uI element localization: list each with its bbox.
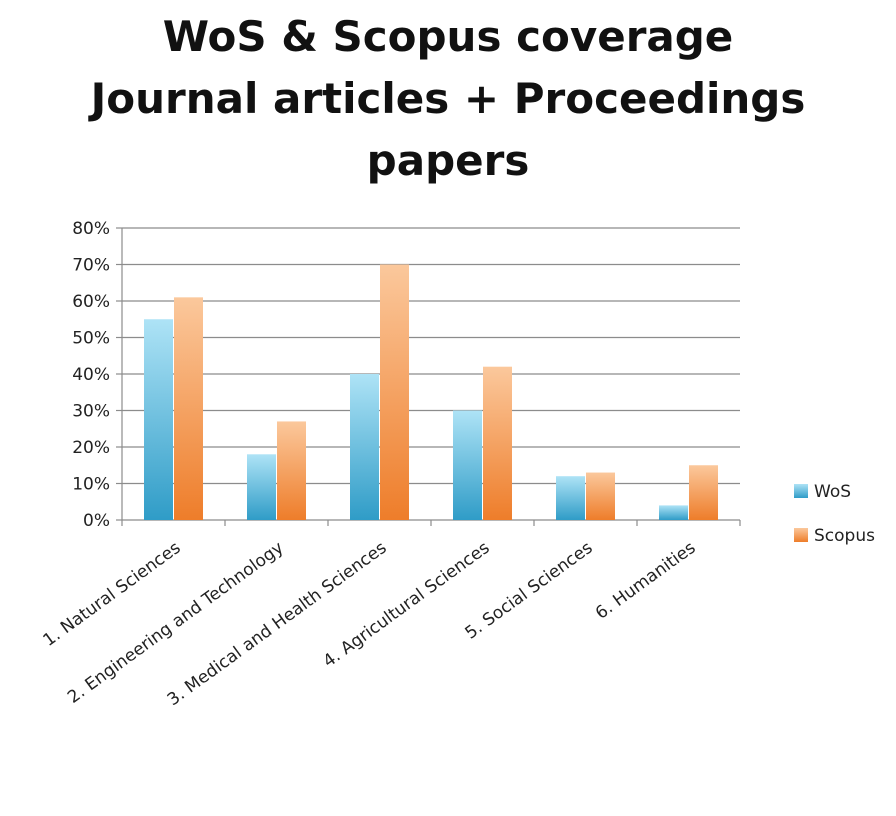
x-category-label: 2. Engineering and Technology (64, 538, 287, 708)
legend-label-scopus: Scopus (814, 526, 875, 546)
y-tick-label: 70% (72, 256, 110, 276)
y-tick-label: 30% (72, 402, 110, 422)
legend-swatch-wos (794, 484, 808, 498)
bar-scopus-5 (586, 472, 615, 520)
bar-wos-3 (350, 374, 379, 520)
y-tick-label: 80% (72, 219, 110, 239)
chart-title: WoS & Scopus coverage Journal articles +… (0, 6, 896, 192)
bar-wos-6 (659, 505, 688, 520)
axes (116, 227, 741, 526)
legend: WoS Scopus (794, 482, 875, 546)
y-tick-label: 40% (72, 365, 110, 385)
legend-label-wos: WoS (814, 482, 851, 502)
bar-scopus-3 (380, 264, 409, 520)
x-category-label: 4. Agricultural Sciences (320, 538, 494, 672)
x-category-label: 6. Humanities (592, 538, 700, 624)
chart-title-line-3: papers (366, 136, 530, 185)
y-tick-label: 50% (72, 329, 110, 349)
x-category-label: 3. Medical and Health Sciences (164, 538, 391, 710)
y-tick-label: 0% (83, 511, 110, 531)
chart-title-line-2: Journal articles + Proceedings (90, 74, 806, 123)
bar-scopus-1 (174, 297, 203, 520)
bar-wos-2 (247, 454, 276, 520)
bar-scopus-2 (277, 421, 306, 520)
gridlines (122, 227, 740, 485)
bar-wos-1 (144, 319, 173, 520)
bar-wos-4 (453, 410, 482, 520)
chart-title-line-1: WoS & Scopus coverage (162, 12, 734, 61)
bars (144, 264, 718, 520)
y-tick-label: 60% (72, 292, 110, 312)
y-tick-label: 20% (72, 438, 110, 458)
bar-scopus-6 (689, 465, 718, 520)
legend-swatch-scopus (794, 528, 808, 542)
bar-wos-5 (556, 476, 585, 520)
bar-scopus-4 (483, 366, 512, 520)
y-tick-label: 10% (72, 475, 110, 495)
